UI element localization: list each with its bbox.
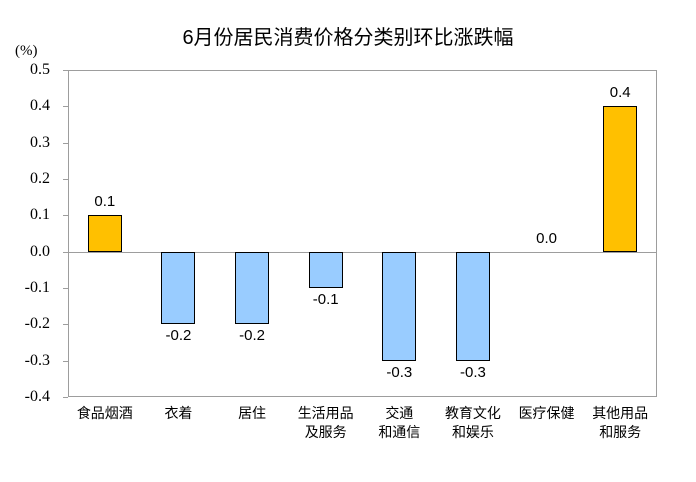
bar-3 [235, 251, 270, 325]
y-axis-tick-mark [63, 360, 68, 362]
zero-axis-line [68, 251, 657, 253]
bar-value-label: -0.3 [460, 363, 486, 381]
bar-value-label: -0.2 [239, 327, 265, 345]
x-axis-category-label: 教育文化 和娱乐 [444, 405, 501, 440]
x-axis-category-label: 居住 [238, 405, 267, 421]
y-axis-tick-mark [63, 106, 68, 108]
bar-value-label: -0.2 [165, 327, 192, 345]
x-axis-category-label: 交通 和通信 [378, 405, 421, 440]
x-axis-category-label: 医疗保健 [518, 405, 575, 421]
y-axis-tick-mark [63, 215, 68, 217]
bar-value-label: -0.1 [312, 291, 339, 308]
y-axis-tick-label: 0.0 [30, 242, 50, 260]
bar-value-label: 0.0 [536, 229, 557, 247]
y-axis-tick-label: -0.1 [24, 279, 50, 296]
y-axis-tick-label: -0.4 [24, 388, 50, 405]
y-axis-tick-label: 0.2 [30, 170, 50, 187]
bar-2 [161, 251, 196, 325]
y-axis-tick-label: -0.3 [24, 351, 50, 369]
bar-5 [382, 251, 417, 361]
x-axis-category-label: 衣着 [164, 405, 193, 421]
plot-area [68, 70, 657, 397]
x-axis-category-label: 其他用品 和服务 [592, 405, 649, 440]
bar-4 [308, 251, 343, 288]
bar-value-label: 0.1 [94, 193, 116, 211]
y-axis-unit-label: (%) [15, 43, 38, 59]
x-axis-category-label: 食品烟酒 [76, 405, 133, 421]
y-axis-tick-label: 0.5 [30, 61, 50, 78]
bar-value-label: 0.4 [609, 84, 631, 102]
y-axis-tick-label: 0.3 [30, 133, 50, 151]
bar-1 [87, 215, 122, 252]
y-axis-tick-mark [63, 179, 68, 180]
chart-title: 6月份居民消费价格分类别环比涨跌幅 [182, 27, 514, 49]
y-axis-tick-label: -0.2 [24, 315, 50, 333]
bar-8 [603, 106, 638, 252]
bar-value-label: -0.3 [386, 363, 413, 381]
y-axis-tick-mark [63, 397, 68, 398]
y-axis-tick-mark [63, 142, 68, 144]
y-axis-tick-mark [63, 70, 68, 71]
y-axis-tick-mark [63, 288, 68, 289]
y-axis-tick-mark [63, 324, 68, 326]
y-axis-tick-mark [63, 251, 68, 253]
bar-6 [455, 251, 490, 361]
y-axis-tick-label: 0.4 [30, 97, 50, 115]
x-axis-category-label: 生活用品 及服务 [297, 405, 354, 440]
y-axis-tick-label: 0.1 [30, 206, 50, 224]
